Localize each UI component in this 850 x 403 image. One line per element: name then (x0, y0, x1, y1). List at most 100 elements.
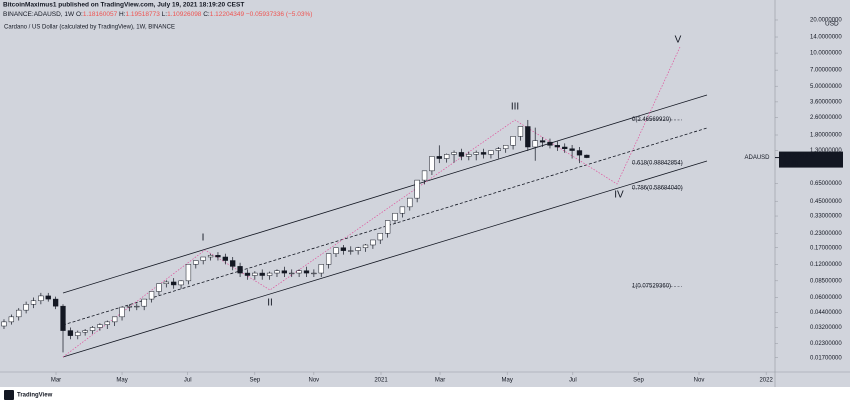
candle-body (399, 206, 406, 214)
ohlc-value: 1.19518773 (126, 11, 161, 18)
ticker-label: ADAUSD (744, 155, 770, 161)
footer-logo: TradingView (17, 393, 53, 399)
y-tick-label: 7.00000000 (810, 68, 842, 74)
candle-body (525, 126, 531, 148)
y-tick-label: 1.80000000 (810, 133, 842, 139)
ohlc-value: 1.18160057 (83, 11, 118, 18)
candle-body (532, 140, 538, 148)
candle-body (355, 247, 361, 251)
candle-body (112, 316, 118, 323)
candle-body (318, 264, 324, 274)
candle-body (370, 239, 376, 246)
ohlc-key: L: (162, 11, 168, 18)
countdown-label: 6d 8h (783, 161, 798, 167)
x-tick-label: Nov (309, 378, 320, 384)
fib-label: 0.786(0.58684040) (632, 186, 683, 192)
x-tick-label: May (116, 378, 127, 384)
candle-body (163, 281, 169, 284)
logo-icon (4, 390, 14, 400)
candle-body (311, 272, 317, 275)
candle-body (333, 247, 339, 254)
candle-body (171, 281, 177, 286)
candle-body (156, 283, 162, 292)
publisher: BitcoinMaximus1 published on TradingView… (3, 2, 244, 9)
candle-body (38, 295, 44, 302)
candle-body (407, 197, 413, 208)
price-marker (779, 151, 843, 168)
candle-body (451, 152, 457, 155)
candle-body (52, 298, 59, 307)
wave-path (62, 46, 681, 358)
candle-body (444, 154, 450, 159)
candle-body (185, 264, 192, 282)
candle-body (510, 136, 516, 146)
candle-body (45, 295, 51, 300)
candle-body (266, 272, 273, 276)
x-tick-label: Sep (249, 378, 260, 384)
candle-body (230, 260, 236, 267)
candle-body (148, 291, 155, 300)
x-tick-label: 2022 (759, 378, 773, 384)
x-tick-label: Mar (435, 378, 445, 384)
candle-body (67, 330, 74, 336)
y-tick-label: 3.60000000 (810, 99, 842, 105)
candle-body (82, 330, 88, 333)
candle-body (119, 306, 125, 318)
x-tick-label: Jul (184, 378, 192, 384)
candle-body (222, 256, 228, 261)
candle-body (584, 154, 590, 158)
candle-body (89, 327, 96, 331)
x-tick-label: Mar (51, 378, 61, 384)
y-tick-label: 20.0000000 (810, 18, 842, 24)
candle-body (237, 266, 243, 274)
candle-body (178, 280, 184, 286)
fib-label: 0.618(0.98842854) (632, 161, 683, 167)
candle-body (259, 272, 265, 276)
y-tick-label: 0.33000000 (810, 214, 842, 220)
y-tick-label: 0.12000000 (810, 262, 842, 268)
candle-body (126, 305, 133, 308)
x-tick-label: 2021 (374, 378, 388, 384)
candle-body (193, 260, 199, 265)
y-tick-label: 0.03200000 (810, 325, 842, 331)
candle-body (554, 145, 560, 148)
fib-label: 1(0.07529360) (632, 284, 671, 290)
candle-body (377, 233, 383, 241)
wave-label: I (202, 233, 205, 244)
axis-unit: USD (825, 21, 839, 28)
candle-body (134, 305, 140, 308)
candle-body (576, 150, 583, 156)
y-tick-label: 0.06000000 (810, 295, 842, 301)
symbol-legend: BINANCE:ADAUSD, 1W O:1.18160057 H:1.1951… (3, 11, 312, 18)
candle-body (547, 141, 553, 146)
candle-body (392, 212, 398, 221)
candle-body (141, 298, 147, 307)
candle-body (362, 244, 369, 248)
y-tick-label: 1.30000000 (810, 148, 842, 154)
candle-body (473, 152, 479, 155)
candle-body (1, 321, 7, 327)
candle-body (348, 250, 354, 252)
candle-body (200, 256, 206, 261)
y-tick-label: 10.0000000 (810, 51, 842, 57)
y-tick-label: 0.65000000 (810, 181, 842, 187)
ohlc-value: 1.10926098 (167, 11, 202, 18)
candle-body (16, 309, 22, 318)
candle-body (244, 272, 251, 276)
x-tick-label: Jul (569, 378, 577, 384)
y-tick-label: 0.04400000 (810, 310, 842, 316)
symbol: BINANCE:ADAUSD, 1W (3, 11, 75, 18)
candle-body (207, 255, 214, 258)
candle-body (384, 220, 391, 234)
candle-body (436, 156, 442, 159)
candle-body (104, 321, 110, 325)
candle-body (458, 152, 465, 157)
x-tick-label: Sep (633, 378, 644, 384)
chart-title: Cardano / US Dollar (calculated by Tradi… (4, 25, 175, 31)
footer-bar (0, 387, 850, 403)
candle-body (252, 272, 258, 276)
candle-body (281, 270, 288, 274)
x-tick-label: Nov (694, 378, 705, 384)
y-tick-label: 14.0000000 (810, 35, 842, 41)
